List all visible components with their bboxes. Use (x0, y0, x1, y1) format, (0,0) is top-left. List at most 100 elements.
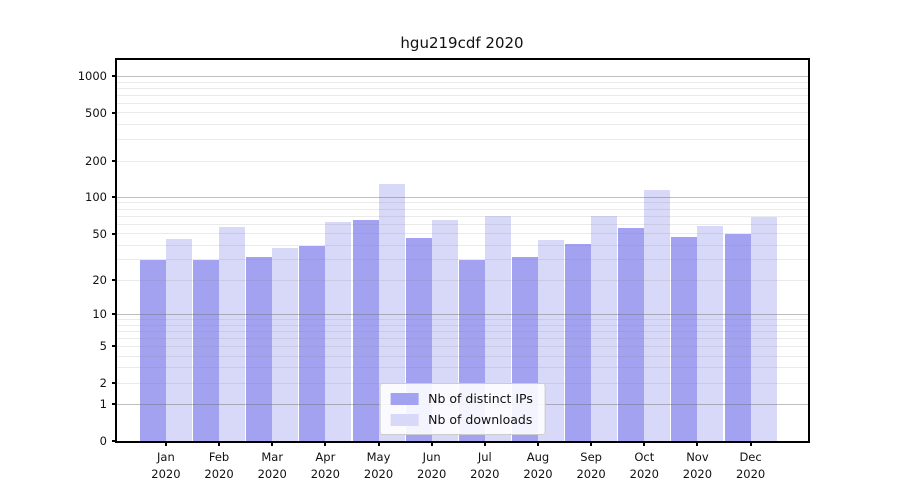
x-axis-tick-label-oct: Oct 2020 (630, 449, 659, 484)
x-axis-tick-label-nov: Nov 2020 (683, 449, 712, 484)
x-axis-tick-label-jun: Jun 2020 (417, 449, 446, 484)
y-axis-tick-label-20: 20 (92, 273, 107, 288)
gridline-minor (117, 208, 808, 210)
x-axis-tick-mark (377, 441, 380, 446)
bar-distinct-ips-apr (299, 246, 326, 441)
plot-area: Jan 2020 Feb 2020 Mar 2020 Apr 2020 May 2020 Jun 20… (78, 58, 810, 481)
y-axis-tick-mark (112, 279, 117, 282)
x-axis-tick-year: 2020 (417, 467, 447, 482)
y-axis-tick-label-50: 50 (92, 226, 107, 241)
y-axis-tick-mark (112, 111, 117, 114)
x-axis-tick-mark (696, 441, 699, 446)
legend-label-distinct-ips: Nb of distinct IPs (428, 391, 533, 406)
x-axis-tick-label-feb: Feb 2020 (204, 449, 233, 484)
bar-distinct-ips-feb (193, 259, 220, 441)
x-axis-tick-label-apr: Apr 2020 (311, 449, 340, 484)
x-axis-tick-label-may: May 2020 (364, 449, 393, 484)
y-axis-tick-label-2: 2 (99, 376, 107, 391)
x-axis-tick-mark (536, 441, 539, 446)
y-axis-tick-mark (112, 232, 117, 235)
gridline-minor (117, 202, 808, 204)
legend-swatch-downloads (390, 413, 419, 426)
bar-distinct-ips-oct (618, 227, 645, 441)
gridline-minor (117, 215, 808, 217)
x-axis-tick-mark (643, 441, 646, 446)
x-axis-tick-label-jan: Jan 2020 (151, 449, 180, 484)
gridline-minor (117, 102, 808, 104)
x-axis-tick-year: 2020 (151, 467, 181, 482)
bar-downloads-apr (325, 221, 352, 441)
bar-distinct-ips-nov (671, 236, 698, 441)
gridline-minor (117, 139, 808, 141)
x-axis-tick-label-jul: Jul 2020 (470, 449, 499, 484)
x-axis-tick-year: 2020 (257, 467, 287, 482)
x-axis-tick-year: 2020 (470, 467, 500, 482)
legend-item-distinct-ips: Nb of distinct IPs (390, 391, 533, 406)
y-axis-tick-label-200: 200 (85, 154, 107, 169)
gridline-minor (117, 112, 808, 114)
bar-distinct-ips-mar (246, 256, 273, 441)
bar-distinct-ips-jan (139, 259, 166, 441)
x-axis-tick-mark (218, 441, 221, 446)
bar-downloads-mar (272, 247, 299, 441)
x-axis-tick-year: 2020 (576, 467, 606, 482)
legend-label-downloads: Nb of downloads (428, 412, 533, 427)
gridline-minor (117, 81, 808, 83)
x-axis-tick-year: 2020 (735, 467, 766, 482)
gridline-minor (117, 160, 808, 162)
gridline-minor (117, 94, 808, 96)
gridline-major (117, 75, 808, 77)
bar-downloads-feb (219, 226, 246, 441)
legend-swatch-distinct-ips (390, 392, 419, 405)
x-axis-tick-mark (324, 441, 327, 446)
bar-downloads-nov (697, 225, 724, 441)
x-axis-tick-label-mar: Mar 2020 (258, 449, 287, 484)
x-axis-tick-year: 2020 (523, 467, 553, 482)
y-axis-tick-mark (112, 382, 117, 385)
y-axis-tick-label-100: 100 (85, 190, 107, 205)
y-axis-tick-mark (112, 313, 117, 316)
y-axis-tick-mark (112, 403, 117, 406)
gridline-minor (117, 124, 808, 126)
y-axis-tick-label-10: 10 (92, 307, 107, 322)
x-axis-tick-mark (749, 441, 752, 446)
bar-downloads-oct (644, 189, 671, 441)
legend: Nb of distinct IPs Nb of downloads (379, 383, 546, 435)
x-axis-tick-label-aug: Aug 2020 (523, 449, 552, 484)
x-axis-tick-mark (483, 441, 486, 446)
x-axis-tick-label-sep: Sep 2020 (576, 449, 605, 484)
x-axis-tick-mark (430, 441, 433, 446)
x-axis-tick-mark (164, 441, 167, 446)
gridline-minor (117, 87, 808, 89)
y-axis-tick-mark (112, 160, 117, 163)
plot-inner: Jan 2020 Feb 2020 Mar 2020 Apr 2020 May 2020 Jun 20… (78, 60, 808, 481)
y-axis-tick-label-5: 5 (99, 339, 107, 354)
x-axis-tick-year: 2020 (310, 467, 340, 482)
bar-distinct-ips-may (352, 219, 379, 441)
bar-distinct-ips-dec (724, 233, 751, 441)
y-axis-tick-label-1000: 1000 (77, 69, 107, 84)
chart-title: hgu219cdf 2020 (400, 34, 524, 52)
bar-downloads-sep (591, 216, 618, 441)
gridline-minor (117, 223, 808, 225)
x-axis-tick-year: 2020 (682, 467, 713, 482)
bar-distinct-ips-sep (565, 243, 592, 441)
x-axis-tick-year: 2020 (204, 467, 234, 482)
x-axis-tick-year: 2020 (363, 467, 394, 482)
x-axis-tick-mark (590, 441, 593, 446)
y-axis-tick-label-0: 0 (99, 434, 107, 448)
x-axis-tick-mark (271, 441, 274, 446)
x-axis-tick-year: 2020 (629, 467, 659, 482)
y-axis-tick-mark (112, 440, 117, 442)
gridline-major (117, 196, 808, 198)
y-axis-tick-mark (112, 196, 117, 199)
y-axis-tick-mark (112, 345, 117, 348)
bar-downloads-jan (165, 239, 192, 441)
y-axis-tick-label-500: 500 (85, 105, 107, 120)
legend-item-downloads: Nb of downloads (390, 412, 533, 427)
bar-downloads-dec (750, 216, 777, 441)
x-axis-tick-label-dec: Dec 2020 (736, 449, 765, 484)
y-axis-tick-mark (112, 75, 117, 78)
y-axis-tick-label-1: 1 (99, 397, 107, 412)
